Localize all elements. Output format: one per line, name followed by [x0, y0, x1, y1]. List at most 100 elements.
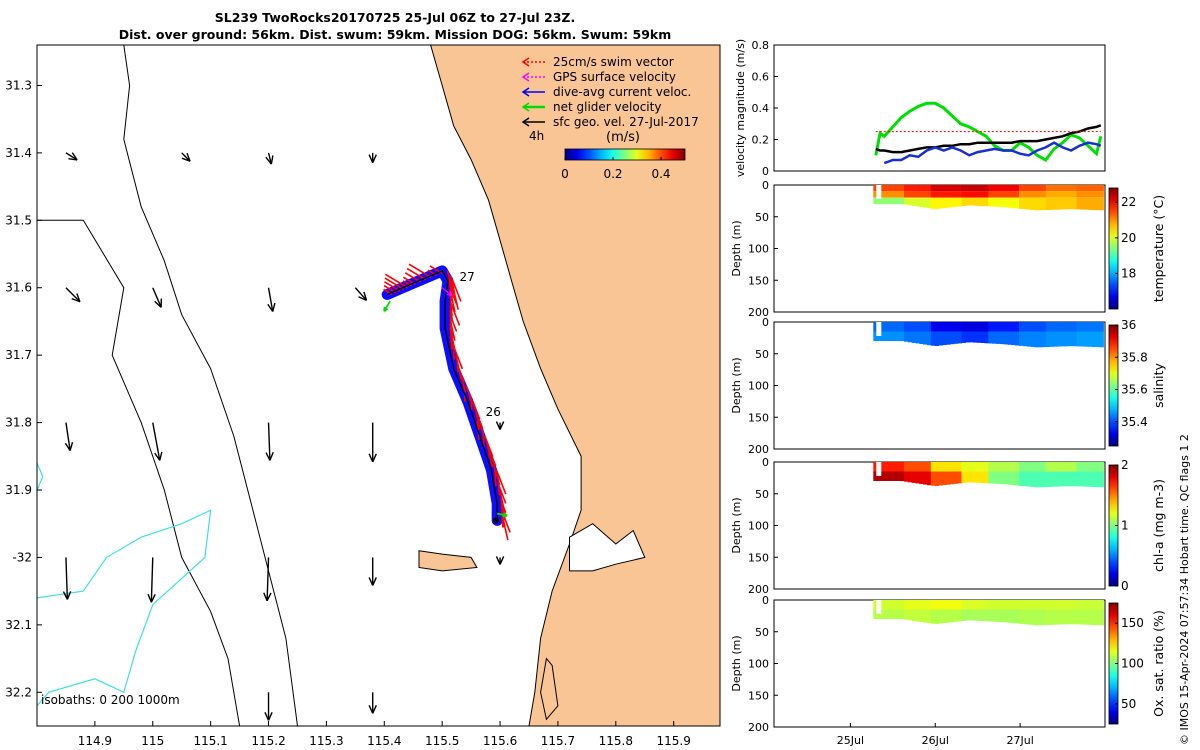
data-cell [1065, 197, 1070, 210]
data-cell [930, 471, 936, 486]
data-cell [980, 331, 985, 343]
data-cell [1034, 609, 1039, 626]
colorbar-tick-label: 100 [1121, 657, 1144, 671]
data-cell [919, 600, 924, 610]
y-tick-label: 31.4 [5, 146, 32, 160]
data-cell [988, 197, 993, 207]
y-tick-label: 150 [748, 551, 769, 564]
data-cell [904, 462, 909, 472]
y-tick-label: 0.4 [752, 102, 770, 115]
data-gap [876, 185, 882, 199]
data-cell [1030, 191, 1035, 198]
swim-vector [493, 464, 497, 487]
chart-title-line-1: SL239 TwoRocks20170725 25-Jul 06Z to 27-… [214, 10, 576, 25]
data-cell [965, 185, 970, 192]
y-tick-label: 0 [762, 594, 769, 607]
data-cell [888, 322, 893, 332]
data-cell [980, 462, 985, 472]
data-cell [1057, 331, 1062, 347]
data-cell [1049, 331, 1054, 347]
data-cell [907, 471, 913, 483]
data-cell [930, 462, 936, 472]
colorbar-tick-label: 2 [1121, 458, 1129, 472]
data-cell [1003, 331, 1008, 345]
data-cell [923, 471, 928, 485]
data-cell [1057, 322, 1062, 332]
data-cell [923, 322, 928, 332]
data-cell [907, 197, 913, 206]
data-cell [938, 185, 943, 192]
data-cell [953, 609, 959, 622]
data-cell [1022, 331, 1028, 347]
arrow-shaft [65, 557, 69, 600]
data-cell [873, 600, 878, 610]
data-cell [988, 609, 993, 622]
data-cell [1076, 197, 1081, 210]
data-cell [888, 185, 893, 192]
velocity-series-black [875, 124, 1102, 154]
data-cell [996, 462, 1001, 472]
data-cell [927, 600, 932, 610]
data-cell [884, 609, 890, 619]
data-cell [919, 331, 924, 344]
data-cell [927, 331, 932, 346]
x-tick-label: 115.4 [367, 734, 401, 748]
data-cell [969, 322, 974, 332]
x-tick-label: 115.8 [599, 734, 633, 748]
data-cell [1080, 197, 1085, 210]
data-cell [881, 197, 886, 205]
data-cell [957, 185, 962, 192]
y-tick-label: 31.5 [5, 213, 32, 227]
y-tick-label: 100 [748, 658, 769, 671]
arrow-head [263, 592, 268, 602]
y-tick-label: 200 [748, 721, 769, 734]
data-cell [1072, 185, 1077, 192]
data-cell [1088, 600, 1093, 610]
data-cell [1038, 462, 1043, 472]
arrow-head [71, 152, 78, 161]
data-cell [1076, 185, 1081, 192]
data-cell [1053, 197, 1058, 210]
data-cell [881, 609, 886, 619]
data-cell [942, 600, 947, 610]
data-cell [904, 609, 909, 620]
x-tick-label: 26Jul [922, 734, 949, 747]
isobath-1000m-line [37, 509, 212, 707]
data-cell [957, 609, 962, 622]
data-cell [1084, 600, 1089, 610]
data-cell [996, 185, 1001, 192]
sfc-geo-velocity-arrow [264, 692, 273, 721]
data-cell [957, 331, 962, 344]
data-cell [1038, 609, 1043, 626]
data-cell [1088, 197, 1093, 210]
data-cell [911, 471, 916, 483]
landmass [430, 45, 720, 726]
swim-vector [449, 314, 458, 332]
data-cell [1091, 197, 1097, 210]
data-cell [1019, 191, 1024, 198]
data-cell [996, 609, 1001, 622]
data-cell [911, 197, 916, 206]
data-gap [876, 600, 882, 614]
data-cell [1057, 609, 1062, 625]
swan-river-estuary [569, 523, 646, 572]
data-cell [992, 197, 997, 207]
data-cell [884, 322, 890, 332]
data-cell [1045, 331, 1051, 347]
data-cell [1068, 471, 1074, 487]
data-cell [1015, 462, 1020, 472]
sfc-geo-velocity-arrow [265, 422, 274, 461]
arrow-head [66, 591, 72, 600]
data-cell [934, 609, 939, 624]
legend-entry: sfc geo. vel. 27-Jul-2017 [553, 115, 699, 129]
data-cell [1049, 197, 1054, 210]
data-cell [999, 471, 1005, 485]
arrow-head [76, 293, 81, 302]
data-cell [934, 322, 939, 332]
velocity-ylabel: velocity magnitude (m/s) [734, 39, 747, 177]
data-cell [930, 331, 936, 346]
rottnest-island [418, 550, 478, 572]
data-cell [900, 331, 905, 342]
data-cell [1049, 471, 1054, 487]
data-cell [1030, 462, 1035, 472]
